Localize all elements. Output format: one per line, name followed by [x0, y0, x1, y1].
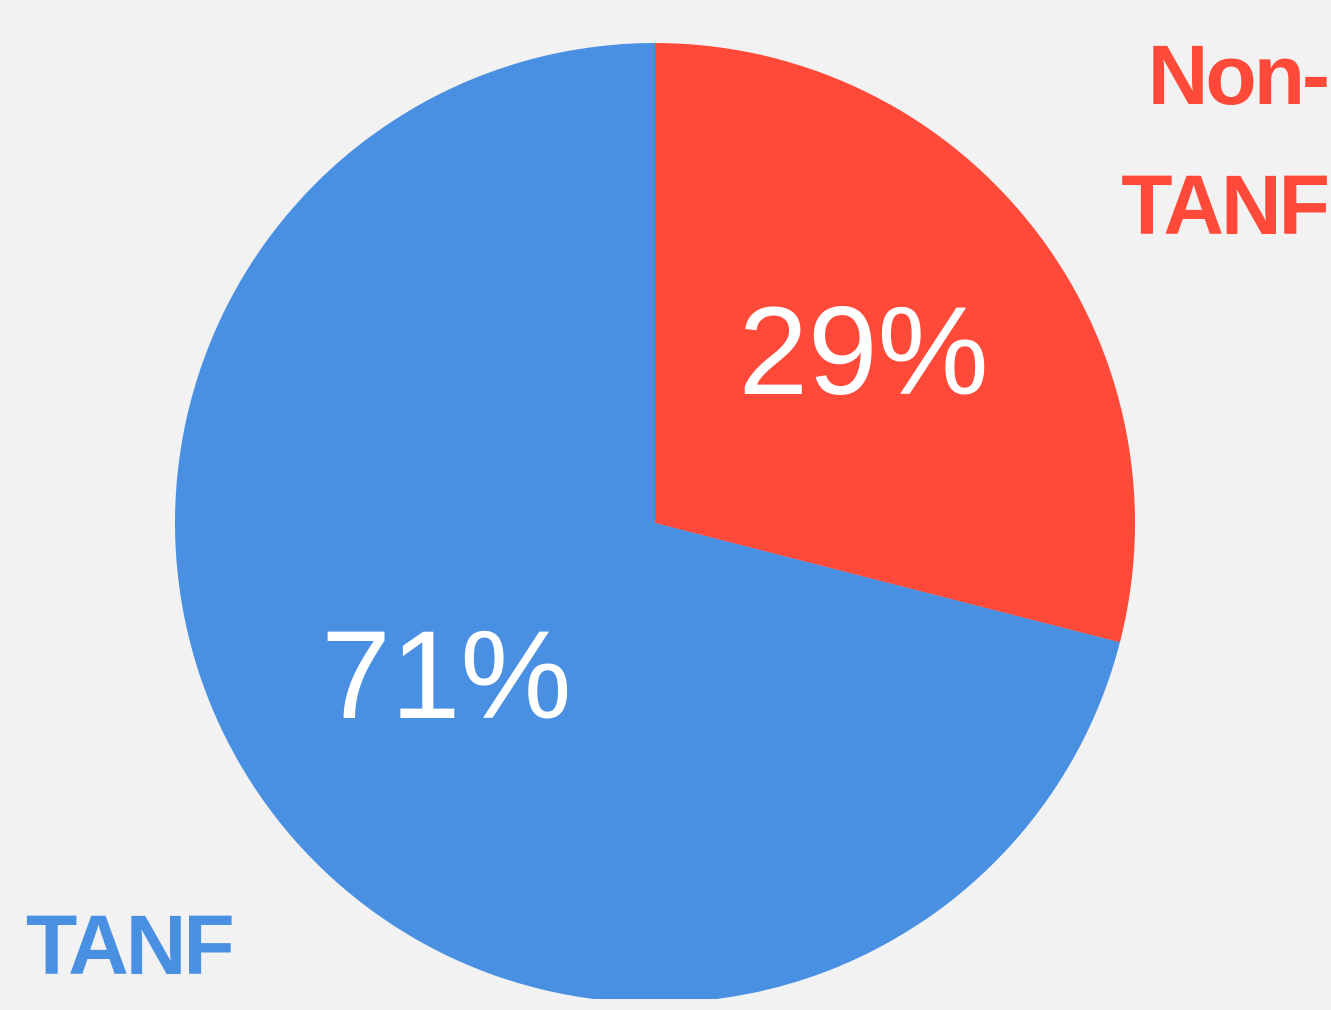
value-label: 29%: [739, 282, 989, 421]
value-label: 71%: [321, 606, 571, 745]
category-label: Non-TANF: [1121, 28, 1330, 252]
pie-slice: [175, 43, 1120, 999]
pie-slice: [655, 43, 1135, 643]
category-label: TANF: [26, 898, 235, 992]
